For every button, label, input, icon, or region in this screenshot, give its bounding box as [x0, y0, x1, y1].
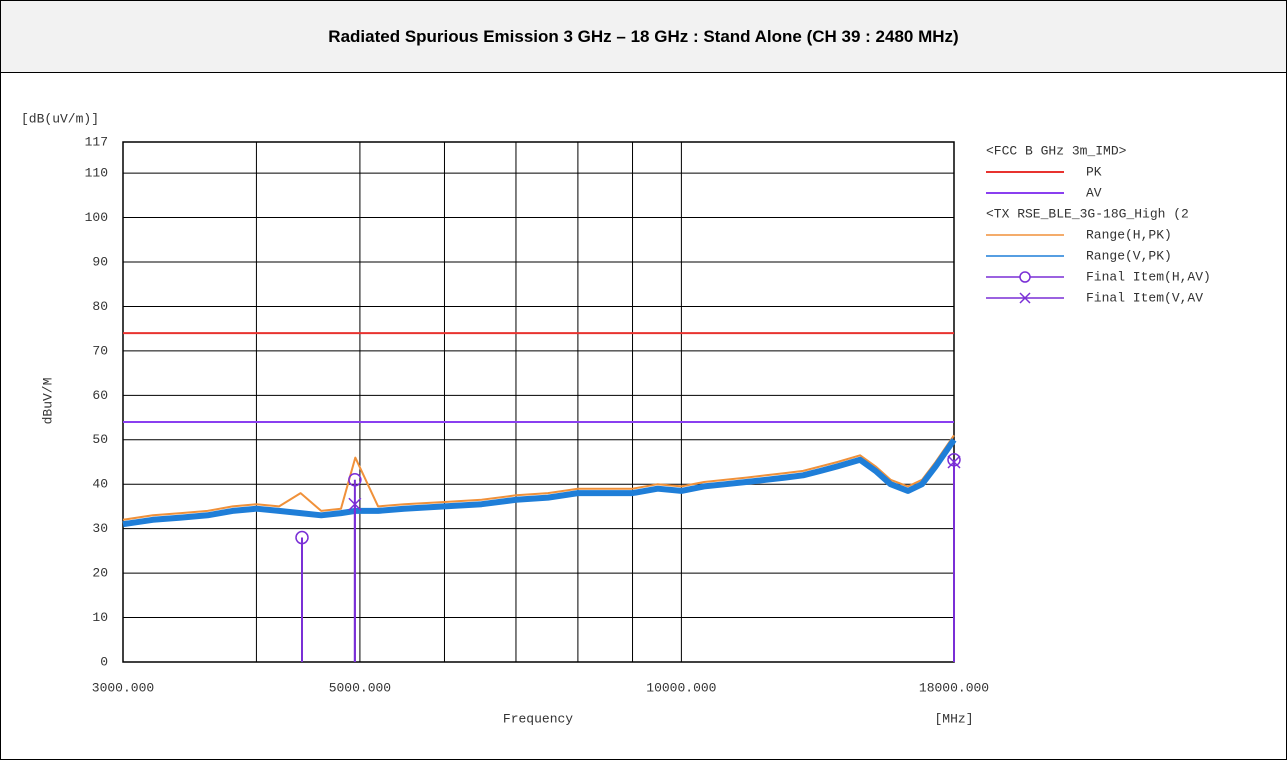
- x-tick-label: 10000.000: [646, 680, 716, 695]
- y-tick-label: 110: [85, 166, 108, 181]
- trace: [122, 434, 955, 521]
- legend-label: Final Item(H,AV): [1086, 269, 1211, 284]
- y-tick-label: 60: [92, 388, 108, 403]
- y-tick-label: 80: [92, 299, 108, 314]
- x-tick-label: 18000.000: [919, 680, 989, 695]
- y-tick-label: 100: [85, 210, 108, 225]
- x-tick-label: 3000.000: [92, 680, 154, 695]
- trace: [122, 438, 957, 528]
- y-tick-label: 0: [100, 654, 108, 669]
- x-tick-label: 5000.000: [329, 680, 391, 695]
- y-tick-label: 20: [92, 566, 108, 581]
- final-marker: [295, 530, 309, 545]
- legend-marker: [1019, 292, 1031, 304]
- legend-group: <FCC B GHz 3m_IMD>: [986, 143, 1127, 158]
- final-marker: [348, 473, 362, 487]
- chart-title: Radiated Spurious Emission 3 GHz – 18 GH…: [328, 26, 959, 46]
- legend-label: PK: [1086, 164, 1102, 179]
- chart: [dB(uV/m)] dBuV/M Frequency [MHz] 0 10 20 3…: [21, 111, 1211, 726]
- legend-marker: [1019, 271, 1031, 283]
- table-header: Radiated Spurious Emission 3 GHz – 18 GH…: [1, 1, 1286, 73]
- y-tick-label: 117: [85, 134, 108, 149]
- y-tick-label: 90: [92, 254, 108, 269]
- legend-label: Range(H,PK): [1086, 227, 1172, 242]
- x-unit: [MHz]: [934, 711, 973, 726]
- y-tick-label: 30: [92, 521, 108, 536]
- y-tick-label: 40: [92, 477, 108, 492]
- legend-label: AV: [1086, 185, 1102, 200]
- legend-group: <TX RSE_BLE_3G-18G_High (2: [986, 206, 1189, 221]
- x-axis-label: Frequency: [503, 711, 573, 726]
- y-tick-label: 70: [92, 343, 108, 358]
- y-unit: [dB(uV/m)]: [21, 111, 99, 126]
- y-tick-label: 10: [92, 610, 108, 625]
- legend-label: Final Item(V,AV: [1086, 290, 1203, 305]
- y-tick-label: 50: [92, 432, 108, 447]
- y-axis-label: dBuV/M: [40, 378, 55, 425]
- legend-label: Range(V,PK): [1086, 248, 1172, 263]
- final-marker: [348, 497, 362, 511]
- plot-frame: [122, 141, 955, 663]
- final-marker: [947, 455, 961, 469]
